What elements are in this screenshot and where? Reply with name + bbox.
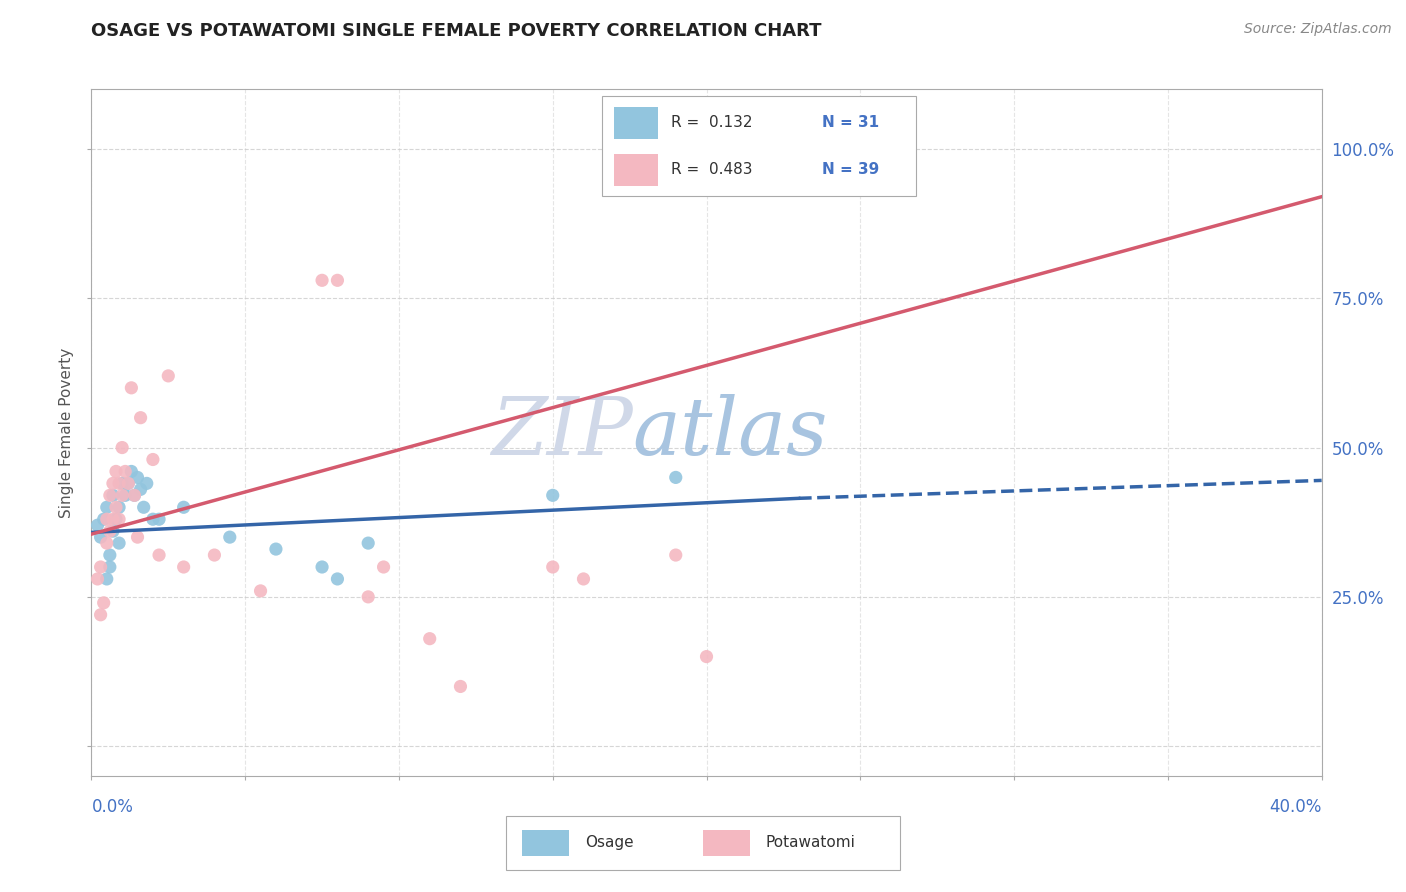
Point: [326, 572, 349, 586]
Point: [357, 590, 380, 604]
Point: [142, 512, 165, 526]
Point: [124, 488, 146, 502]
Point: [98, 560, 121, 574]
Point: [105, 512, 127, 526]
Point: [449, 680, 471, 694]
Point: [572, 572, 595, 586]
Point: [419, 632, 441, 646]
Point: [86, 518, 108, 533]
Point: [202, 548, 225, 562]
Point: [249, 583, 271, 598]
Point: [129, 410, 152, 425]
Point: [142, 452, 165, 467]
Point: [148, 512, 170, 526]
Point: [105, 500, 127, 515]
Point: [120, 381, 142, 395]
Point: [108, 500, 131, 515]
Point: [96, 572, 118, 586]
Point: [124, 488, 146, 502]
Point: [101, 524, 124, 538]
Point: [148, 548, 170, 562]
Point: [173, 560, 195, 574]
Point: [173, 500, 195, 515]
Point: [311, 560, 333, 574]
Text: 0.0%: 0.0%: [91, 798, 134, 816]
Point: [111, 476, 134, 491]
Point: [264, 542, 287, 557]
Point: [132, 500, 155, 515]
Point: [96, 536, 118, 550]
Point: [111, 488, 134, 502]
Point: [665, 548, 688, 562]
Point: [218, 530, 240, 544]
Point: [541, 488, 564, 502]
Point: [90, 560, 112, 574]
Bar: [522, 830, 569, 856]
Point: [93, 512, 115, 526]
Text: Source: ZipAtlas.com: Source: ZipAtlas.com: [1244, 22, 1392, 37]
Y-axis label: Single Female Poverty: Single Female Poverty: [59, 348, 75, 517]
Point: [105, 465, 127, 479]
Point: [696, 649, 718, 664]
Text: OSAGE VS POTAWATOMI SINGLE FEMALE POVERTY CORRELATION CHART: OSAGE VS POTAWATOMI SINGLE FEMALE POVERT…: [91, 22, 823, 40]
Point: [93, 596, 115, 610]
Point: [157, 368, 180, 383]
Point: [127, 530, 149, 544]
Point: [108, 512, 131, 526]
Point: [120, 465, 142, 479]
Point: [90, 607, 112, 622]
Point: [117, 476, 139, 491]
Point: [127, 470, 149, 484]
Point: [665, 470, 688, 484]
Point: [117, 476, 139, 491]
Text: atlas: atlas: [633, 394, 828, 471]
Point: [108, 536, 131, 550]
Point: [108, 476, 131, 491]
Bar: [703, 830, 751, 856]
Point: [101, 488, 124, 502]
Point: [135, 476, 157, 491]
Point: [373, 560, 395, 574]
Point: [357, 536, 380, 550]
Point: [541, 560, 564, 574]
Point: [90, 530, 112, 544]
Text: 40.0%: 40.0%: [1270, 798, 1322, 816]
Point: [86, 572, 108, 586]
Point: [326, 273, 349, 287]
Point: [111, 441, 134, 455]
Point: [101, 476, 124, 491]
Point: [98, 488, 121, 502]
Point: [98, 548, 121, 562]
Text: Osage: Osage: [585, 836, 634, 850]
Point: [741, 148, 763, 162]
Point: [114, 465, 136, 479]
Text: Potawatomi: Potawatomi: [766, 836, 856, 850]
Point: [101, 512, 124, 526]
Point: [96, 500, 118, 515]
Point: [311, 273, 333, 287]
Point: [129, 483, 152, 497]
Point: [96, 512, 118, 526]
Point: [114, 488, 136, 502]
Point: [98, 524, 121, 538]
Text: ZIP: ZIP: [491, 394, 633, 471]
